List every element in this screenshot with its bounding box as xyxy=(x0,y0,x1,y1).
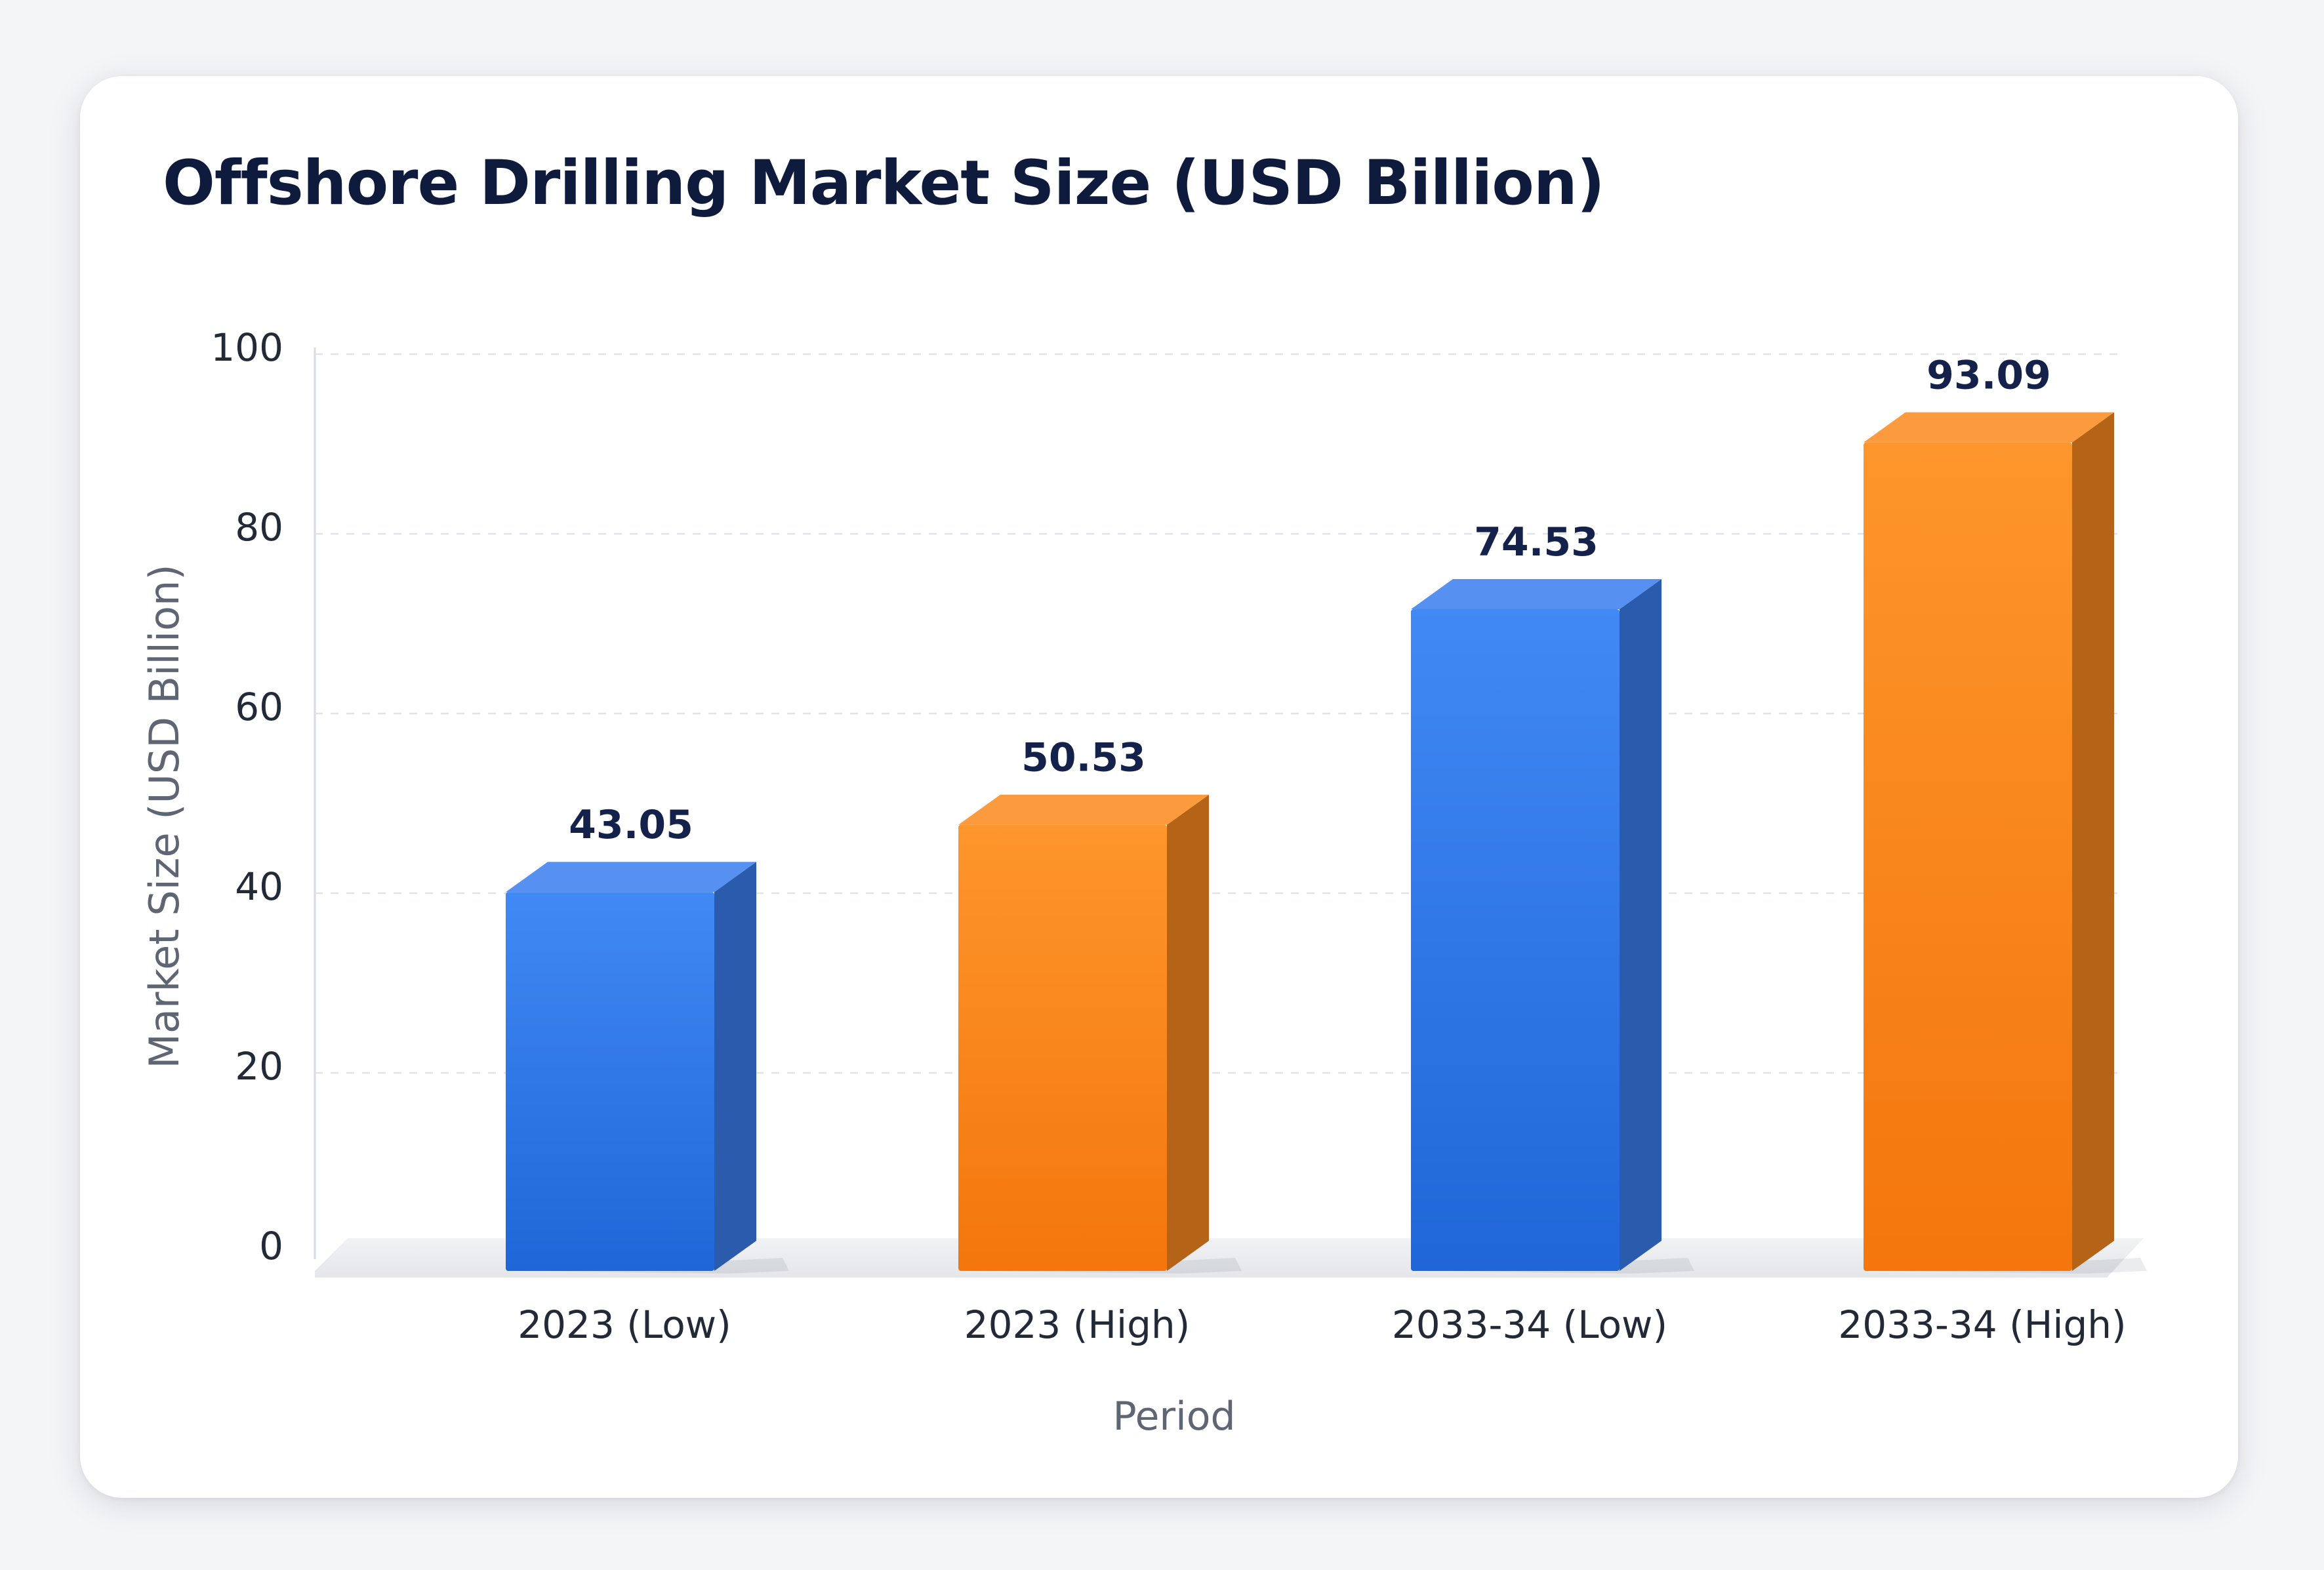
y-tick-label: 100 xyxy=(211,325,283,370)
x-tick-label: 2023 (Low) xyxy=(518,1302,731,1347)
bar-value-label: 93.09 xyxy=(1926,353,2051,399)
y-tick-label: 40 xyxy=(235,864,283,909)
bar-side xyxy=(1620,578,1661,1272)
bar-front xyxy=(506,892,714,1271)
x-axis-title: Period xyxy=(1112,1394,1235,1439)
bar-top xyxy=(958,794,1209,825)
x-tick-label: 2023 (High) xyxy=(964,1302,1191,1347)
bar-top xyxy=(506,862,756,893)
y-tick-label: 80 xyxy=(235,505,283,550)
bar-front xyxy=(1864,442,2072,1271)
bar xyxy=(506,862,789,1274)
x-tick-label: 2033-34 (High) xyxy=(1838,1302,2126,1347)
bar-side xyxy=(714,862,756,1271)
bar-front xyxy=(958,824,1167,1271)
bar xyxy=(1864,412,2147,1274)
y-tick-label: 0 xyxy=(259,1224,283,1268)
y-tick-label: 20 xyxy=(235,1044,283,1089)
bar-front xyxy=(1411,609,1620,1271)
bar-value-label: 74.53 xyxy=(1474,519,1599,565)
bar xyxy=(958,794,1242,1274)
bar-value-label: 50.53 xyxy=(1021,735,1146,781)
chart-title: Offshore Drilling Market Size (USD Billi… xyxy=(163,148,1605,219)
bar-side xyxy=(2072,412,2114,1271)
y-tick-label: 60 xyxy=(235,685,283,729)
x-tick-label: 2033-34 (Low) xyxy=(1392,1302,1667,1347)
bar-side xyxy=(1167,794,1209,1271)
bar-top xyxy=(1411,578,1661,609)
bar-value-label: 43.05 xyxy=(569,802,693,848)
bar xyxy=(1411,578,1694,1274)
bar-top xyxy=(1864,412,2114,443)
y-axis-title: Market Size (USD Billion) xyxy=(140,564,188,1068)
chart-floor xyxy=(315,1238,2144,1278)
